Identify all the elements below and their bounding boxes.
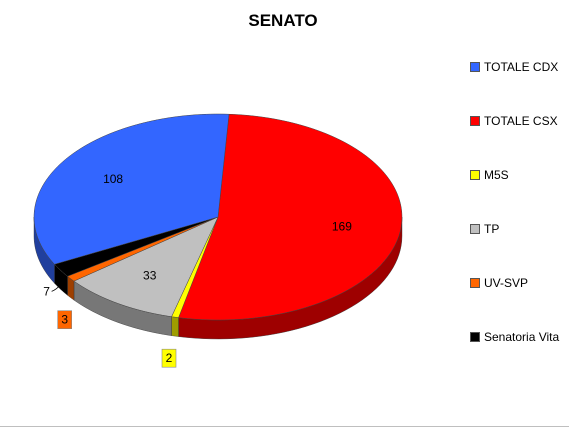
legend-swatch xyxy=(470,62,480,72)
data-label-m5s: 2 xyxy=(166,351,173,365)
chart-title: SENATO xyxy=(248,11,317,30)
pie-slice-totale-csx xyxy=(178,113,403,321)
bottom-divider xyxy=(0,426,569,427)
pie-slice-totale-cdx xyxy=(33,113,230,265)
legend-item-m5s: M5S xyxy=(470,166,564,184)
pie-tops xyxy=(33,113,403,321)
pie-slice-tp xyxy=(73,216,219,317)
legend-label: TOTALE CDX xyxy=(484,60,559,74)
legend-item-uv-svp: UV-SVP xyxy=(470,274,564,292)
data-label-tp: 33 xyxy=(143,269,157,283)
data-label-totale-cdx: 108 xyxy=(103,172,123,186)
legend-swatch xyxy=(470,116,480,126)
legend-label: UV-SVP xyxy=(484,276,529,290)
legend-label: M5S xyxy=(484,168,509,182)
leader-line-senatoria-vita xyxy=(51,285,60,292)
legend-item-totale-csx: TOTALE CSX xyxy=(470,112,564,130)
legend-swatch xyxy=(470,224,480,234)
data-label-uv-svp: 3 xyxy=(61,313,68,327)
legend-label: Senatoria Vita xyxy=(484,330,560,344)
legend-swatch xyxy=(470,332,480,342)
data-label-senatoria-vita: 7 xyxy=(43,284,50,298)
pie-slice-senatoria-vita xyxy=(54,216,219,277)
legend-label: TOTALE CSX xyxy=(484,114,558,128)
legend-swatch xyxy=(470,170,480,180)
pie-side-m5s xyxy=(171,316,179,337)
data-label-box-m5s xyxy=(161,348,177,368)
legend-item-senatoria-vita: Senatoria Vita xyxy=(470,328,564,346)
pie-slice-uv-svp xyxy=(67,216,219,282)
legend-swatch xyxy=(470,278,480,288)
data-label-box-uv-svp xyxy=(57,310,73,330)
legend-item-tp: TP xyxy=(470,220,564,238)
legend-item-totale-cdx: TOTALE CDX xyxy=(470,58,564,76)
data-label-totale-csx: 169 xyxy=(332,220,352,234)
legend-label: TP xyxy=(484,222,500,236)
